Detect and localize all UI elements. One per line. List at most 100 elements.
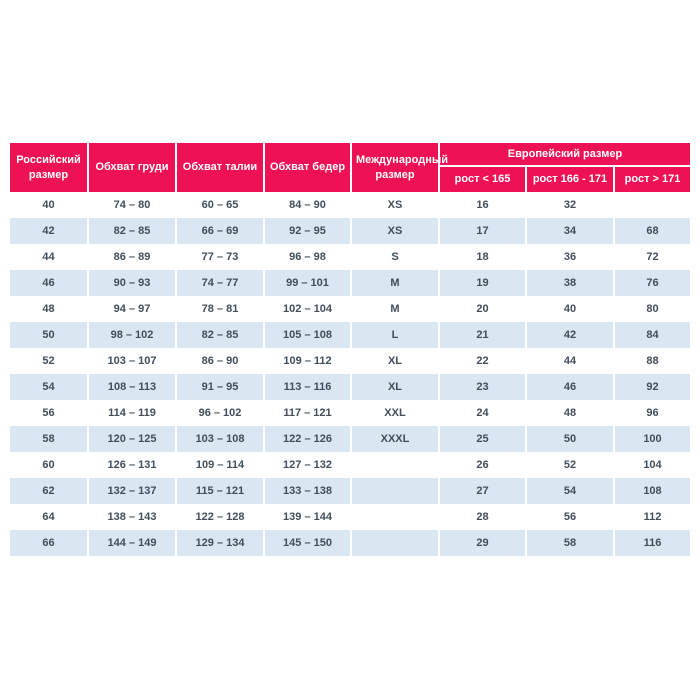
table-cell: 42 <box>525 322 613 348</box>
table-cell: 52 <box>525 452 613 478</box>
table-row: 58 120 – 125 103 – 108 122 – 126 XXXL 25 50 100 <box>10 426 690 452</box>
table-cell: 68 <box>613 218 690 244</box>
table-cell: 117 – 121 <box>263 400 350 426</box>
table-cell: XL <box>350 348 438 374</box>
table-cell <box>350 504 438 530</box>
table-cell: 40 <box>10 192 87 218</box>
header-european-size: Европейский размер <box>438 143 690 167</box>
table-cell: 38 <box>525 270 613 296</box>
table-cell: 46 <box>525 374 613 400</box>
table-cell: 52 <box>10 348 87 374</box>
table-body: 40 74 – 80 60 – 65 84 – 90 XS 16 32 42 82 – 85 66… <box>10 192 690 556</box>
table-cell: 26 <box>438 452 525 478</box>
table-row: 66 144 – 149 129 – 134 145 – 150 29 58 116 <box>10 530 690 556</box>
table-cell: 76 <box>613 270 690 296</box>
table-cell: 54 <box>10 374 87 400</box>
header-height-under-165: рост < 165 <box>438 167 525 192</box>
header-chest: Обхват груди <box>87 143 175 192</box>
table-cell: 98 – 102 <box>87 322 175 348</box>
table-cell: 126 – 131 <box>87 452 175 478</box>
table-row: 54 108 – 113 91 – 95 113 – 116 XL 23 46 92 <box>10 374 690 400</box>
table-cell: 129 – 134 <box>175 530 263 556</box>
table-row: 48 94 – 97 78 – 81 102 – 104 M 20 40 80 <box>10 296 690 322</box>
table-cell: 100 <box>613 426 690 452</box>
header-waist: Обхват талии <box>175 143 263 192</box>
table-cell: 72 <box>613 244 690 270</box>
table-cell: M <box>350 296 438 322</box>
table-cell: 60 – 65 <box>175 192 263 218</box>
table-cell <box>613 192 690 218</box>
header-hips: Обхват бедер <box>263 143 350 192</box>
table-cell: 48 <box>525 400 613 426</box>
table-cell: 138 – 143 <box>87 504 175 530</box>
table-cell: 44 <box>525 348 613 374</box>
table-cell: 86 – 90 <box>175 348 263 374</box>
table-cell: 58 <box>10 426 87 452</box>
table-cell: XL <box>350 374 438 400</box>
table-cell: 56 <box>525 504 613 530</box>
table-cell: 103 – 108 <box>175 426 263 452</box>
table-cell: 88 <box>613 348 690 374</box>
table-cell: 91 – 95 <box>175 374 263 400</box>
table-cell: 46 <box>10 270 87 296</box>
table-cell: 42 <box>10 218 87 244</box>
table-cell: 58 <box>525 530 613 556</box>
table-cell: 66 – 69 <box>175 218 263 244</box>
header-height-166-171: рост 166 - 171 <box>525 167 613 192</box>
table-cell: 139 – 144 <box>263 504 350 530</box>
table-cell: 74 – 77 <box>175 270 263 296</box>
table-cell: 24 <box>438 400 525 426</box>
table-cell: 108 – 113 <box>87 374 175 400</box>
table-cell: 44 <box>10 244 87 270</box>
table-cell: 84 – 90 <box>263 192 350 218</box>
table-cell: 28 <box>438 504 525 530</box>
table-cell: 74 – 80 <box>87 192 175 218</box>
size-table: Российский размер Обхват груди Обхват та… <box>10 143 690 556</box>
table-cell: 145 – 150 <box>263 530 350 556</box>
table-cell: 34 <box>525 218 613 244</box>
table-cell <box>350 478 438 504</box>
header-height-over-171: рост > 171 <box>613 167 690 192</box>
table-cell: 32 <box>525 192 613 218</box>
table-cell: 108 <box>613 478 690 504</box>
table-cell: 22 <box>438 348 525 374</box>
table-cell: 84 <box>613 322 690 348</box>
table-cell: XS <box>350 192 438 218</box>
table-cell: 54 <box>525 478 613 504</box>
table-cell: 82 – 85 <box>175 322 263 348</box>
table-cell: 80 <box>613 296 690 322</box>
table-row: 64 138 – 143 122 – 128 139 – 144 28 56 112 <box>10 504 690 530</box>
table-cell: 105 – 108 <box>263 322 350 348</box>
table-cell: 96 <box>613 400 690 426</box>
table-cell: 94 – 97 <box>87 296 175 322</box>
table-cell: 92 <box>613 374 690 400</box>
table-cell: 62 <box>10 478 87 504</box>
table-cell: 19 <box>438 270 525 296</box>
header-russian-size: Российский размер <box>10 143 87 192</box>
table-cell: 102 – 104 <box>263 296 350 322</box>
table-cell: 132 – 137 <box>87 478 175 504</box>
table-cell: 25 <box>438 426 525 452</box>
table-cell: 23 <box>438 374 525 400</box>
table-cell: 120 – 125 <box>87 426 175 452</box>
table-cell: 122 – 126 <box>263 426 350 452</box>
table-row: 42 82 – 85 66 – 69 92 – 95 XS 17 34 68 <box>10 218 690 244</box>
table-cell: 127 – 132 <box>263 452 350 478</box>
table-cell: 18 <box>438 244 525 270</box>
table-cell: 109 – 114 <box>175 452 263 478</box>
table-row: 50 98 – 102 82 – 85 105 – 108 L 21 42 84 <box>10 322 690 348</box>
table-cell: 115 – 121 <box>175 478 263 504</box>
table-row: 44 86 – 89 77 – 73 96 – 98 S 18 36 72 <box>10 244 690 270</box>
table-cell: 78 – 81 <box>175 296 263 322</box>
table-cell: 116 <box>613 530 690 556</box>
table-row: 52 103 – 107 86 – 90 109 – 112 XL 22 44 88 <box>10 348 690 374</box>
table-cell: 20 <box>438 296 525 322</box>
table-cell: 112 <box>613 504 690 530</box>
table-row: 60 126 – 131 109 – 114 127 – 132 26 52 104 <box>10 452 690 478</box>
table-cell: M <box>350 270 438 296</box>
table-cell: 60 <box>10 452 87 478</box>
table-cell: 21 <box>438 322 525 348</box>
table-row: 46 90 – 93 74 – 77 99 – 101 M 19 38 76 <box>10 270 690 296</box>
table-cell: 50 <box>525 426 613 452</box>
table-cell: 50 <box>10 322 87 348</box>
